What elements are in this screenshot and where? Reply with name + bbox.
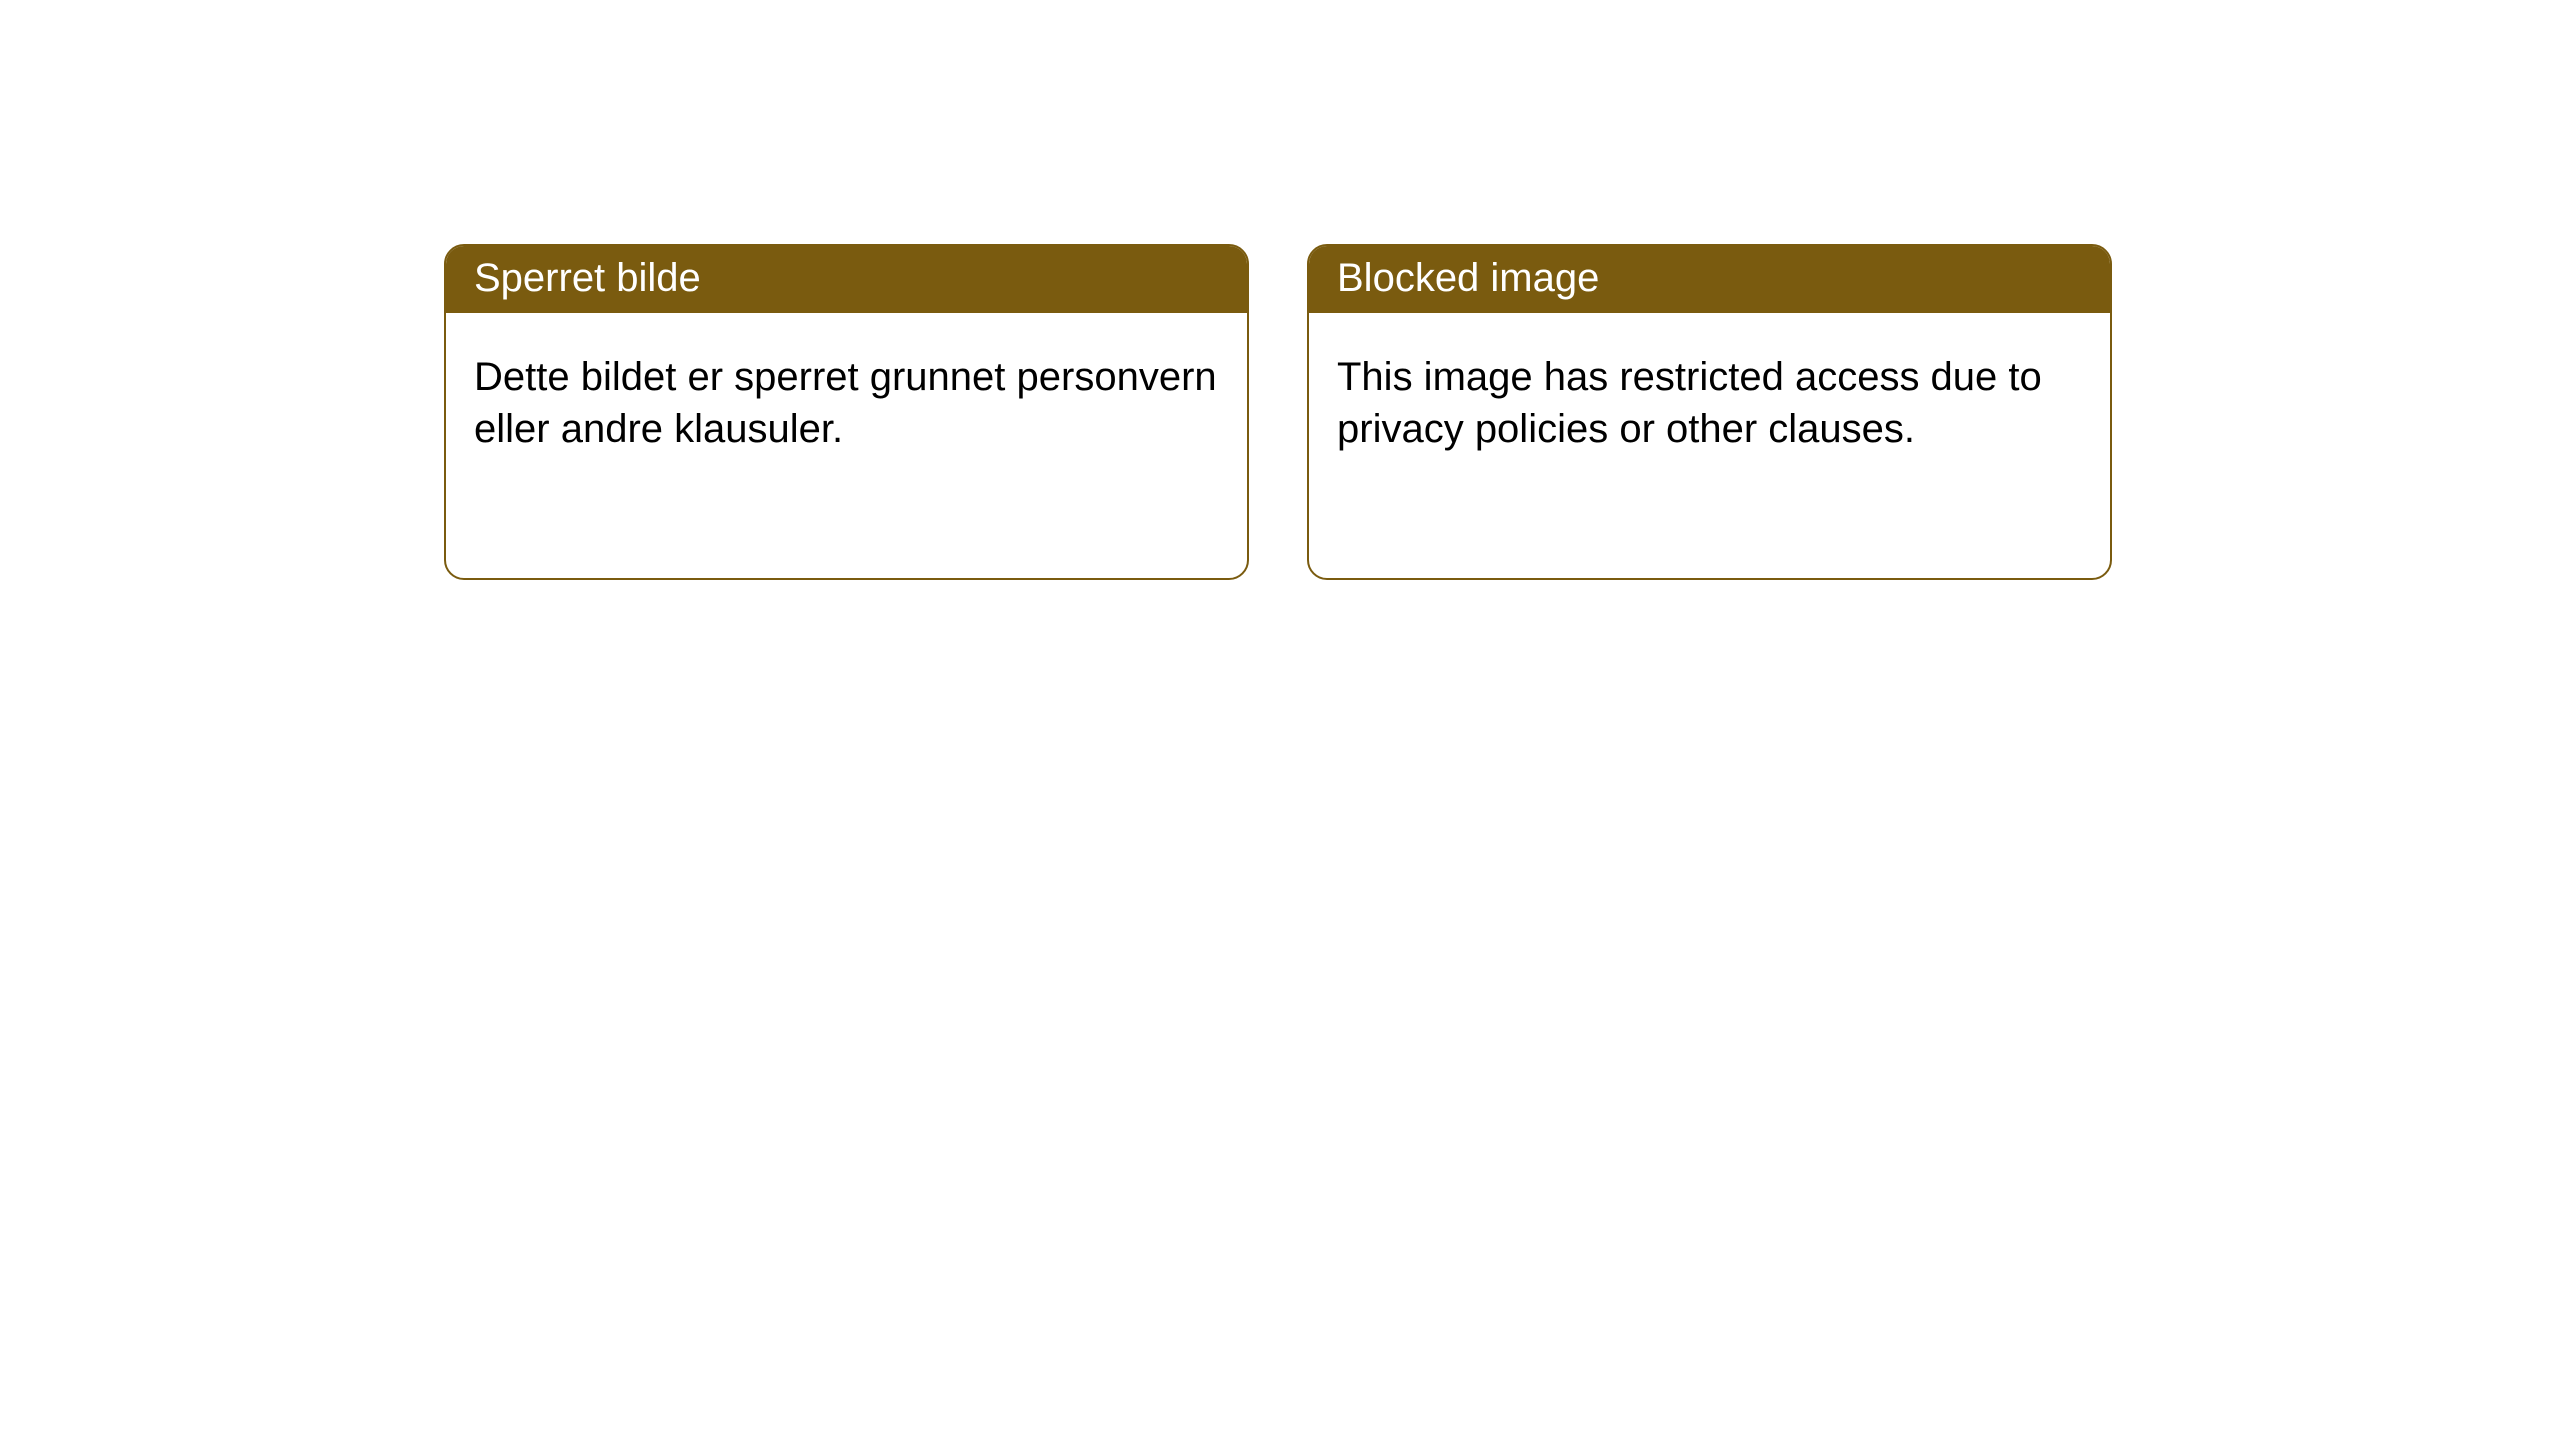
card-norwegian: Sperret bilde Dette bildet er sperret gr… [444,244,1249,580]
cards-container: Sperret bilde Dette bildet er sperret gr… [0,0,2560,580]
card-body-english: This image has restricted access due to … [1309,313,2110,484]
card-text-norwegian: Dette bildet er sperret grunnet personve… [474,355,1217,451]
card-title-english: Blocked image [1337,256,1599,300]
card-text-english: This image has restricted access due to … [1337,355,2042,451]
card-header-english: Blocked image [1309,246,2110,313]
card-header-norwegian: Sperret bilde [446,246,1247,313]
card-english: Blocked image This image has restricted … [1307,244,2112,580]
card-title-norwegian: Sperret bilde [474,256,701,300]
card-body-norwegian: Dette bildet er sperret grunnet personve… [446,313,1247,484]
